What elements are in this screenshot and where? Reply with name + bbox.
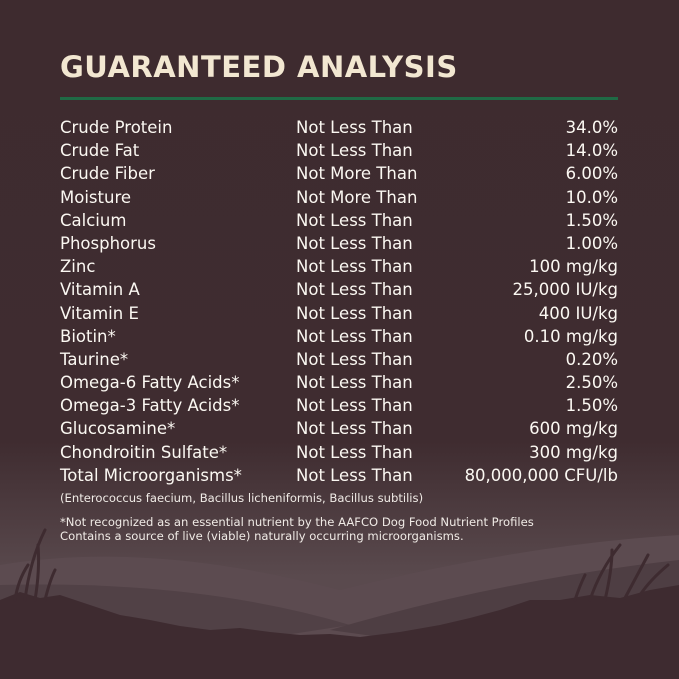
table-row: Crude Fiber Not More Than 6.00% <box>60 162 618 185</box>
value: 1.50% <box>565 396 618 416</box>
table-row: Crude Protein Not Less Than 34.0% <box>60 116 618 139</box>
grass-tufts <box>13 528 670 602</box>
value: 14.0% <box>565 141 618 161</box>
nutrient-name: Omega-6 Fatty Acids* <box>60 373 240 393</box>
table-row: Omega-3 Fatty Acids* Not Less Than 1.50% <box>60 394 618 417</box>
condition: Not Less Than <box>296 280 413 300</box>
value: 0.20% <box>565 349 618 369</box>
foreground-grass <box>0 585 679 679</box>
condition: Not Less Than <box>296 141 413 161</box>
value: 6.00% <box>565 164 618 184</box>
nutrient-name: Chondroitin Sulfate* <box>60 442 228 462</box>
condition: Not Less Than <box>296 442 413 462</box>
condition: Not Less Than <box>296 233 413 253</box>
nutrient-name: Vitamin E <box>60 303 139 323</box>
nutrient-name: Zinc <box>60 257 96 277</box>
value: 34.0% <box>565 118 618 137</box>
table-row: Crude Fat Not Less Than 14.0% <box>60 139 618 162</box>
condition: Not Less Than <box>296 210 413 230</box>
nutrient-name: Glucosamine* <box>60 419 176 439</box>
value: 25,000 IU/kg <box>512 280 618 300</box>
analysis-table: Crude Protein Not Less Than 34.0% Crude Fat… <box>60 116 618 487</box>
condition: Not Less Than <box>296 349 413 369</box>
nutrient-name: Omega-3 Fatty Acids* <box>60 396 240 416</box>
value: 400 IU/kg <box>538 303 618 323</box>
nutrient-name: Phosphorus <box>60 233 156 253</box>
live-cultures-note: Contains a source of live (viable) natur… <box>60 529 464 543</box>
table-row: Zinc Not Less Than 100 mg/kg <box>60 255 618 278</box>
table-row: Chondroitin Sulfate* Not Less Than 300 mg/… <box>60 441 618 464</box>
nutrient-name: Crude Fat <box>60 141 140 161</box>
value: 600 mg/kg <box>529 419 618 439</box>
value: 0.10 mg/kg <box>523 326 618 346</box>
table-row: Taurine* Not Less Than 0.20% <box>60 348 618 371</box>
table-row: Moisture Not More Than 10.0% <box>60 186 618 209</box>
strains-note: (Enterococcus faecium, Bacillus lichenif… <box>60 491 424 505</box>
nutrient-name: Moisture <box>60 187 132 207</box>
table-row: Total Microorganisms* Not Less Than 80,000… <box>60 464 618 487</box>
nutrient-name: Calcium <box>60 210 127 230</box>
table-row: Phosphorus Not Less Than 1.00% <box>60 232 618 255</box>
condition: Not Less Than <box>296 303 413 323</box>
page-title: GUARANTEED ANALYSIS <box>60 50 458 84</box>
value: 10.0% <box>565 187 618 207</box>
condition: Not Less Than <box>296 419 413 439</box>
nutrient-name: Crude Protein <box>60 118 173 137</box>
table-row: Vitamin E Not Less Than 400 IU/kg <box>60 302 618 325</box>
condition: Not More Than <box>296 187 418 207</box>
condition: Not Less Than <box>296 257 413 277</box>
value: 300 mg/kg <box>529 442 618 462</box>
condition: Not More Than <box>296 164 418 184</box>
value: 1.00% <box>565 233 618 253</box>
value: 1.50% <box>565 210 618 230</box>
condition: Not Less Than <box>296 118 413 137</box>
nutrient-name: Total Microorganisms* <box>60 465 242 485</box>
value: 80,000,000 CFU/lb <box>464 465 618 485</box>
title-divider <box>60 97 618 100</box>
nutrient-name: Taurine* <box>60 349 129 369</box>
nutrient-name: Vitamin A <box>60 280 140 300</box>
table-row: Vitamin A Not Less Than 25,000 IU/kg <box>60 278 618 301</box>
table-row: Omega-6 Fatty Acids* Not Less Than 2.50% <box>60 371 618 394</box>
table-row: Biotin* Not Less Than 0.10 mg/kg <box>60 325 618 348</box>
condition: Not Less Than <box>296 396 413 416</box>
table-row: Calcium Not Less Than 1.50% <box>60 209 618 232</box>
nutrient-name: Biotin* <box>60 326 116 346</box>
value: 2.50% <box>565 373 618 393</box>
condition: Not Less Than <box>296 326 413 346</box>
condition: Not Less Than <box>296 373 413 393</box>
condition: Not Less Than <box>296 465 413 485</box>
footnote: *Not recognized as an essential nutrient… <box>60 515 534 529</box>
nutrient-name: Crude Fiber <box>60 164 155 184</box>
value: 100 mg/kg <box>529 257 618 277</box>
table-row: Glucosamine* Not Less Than 600 mg/kg <box>60 417 618 440</box>
